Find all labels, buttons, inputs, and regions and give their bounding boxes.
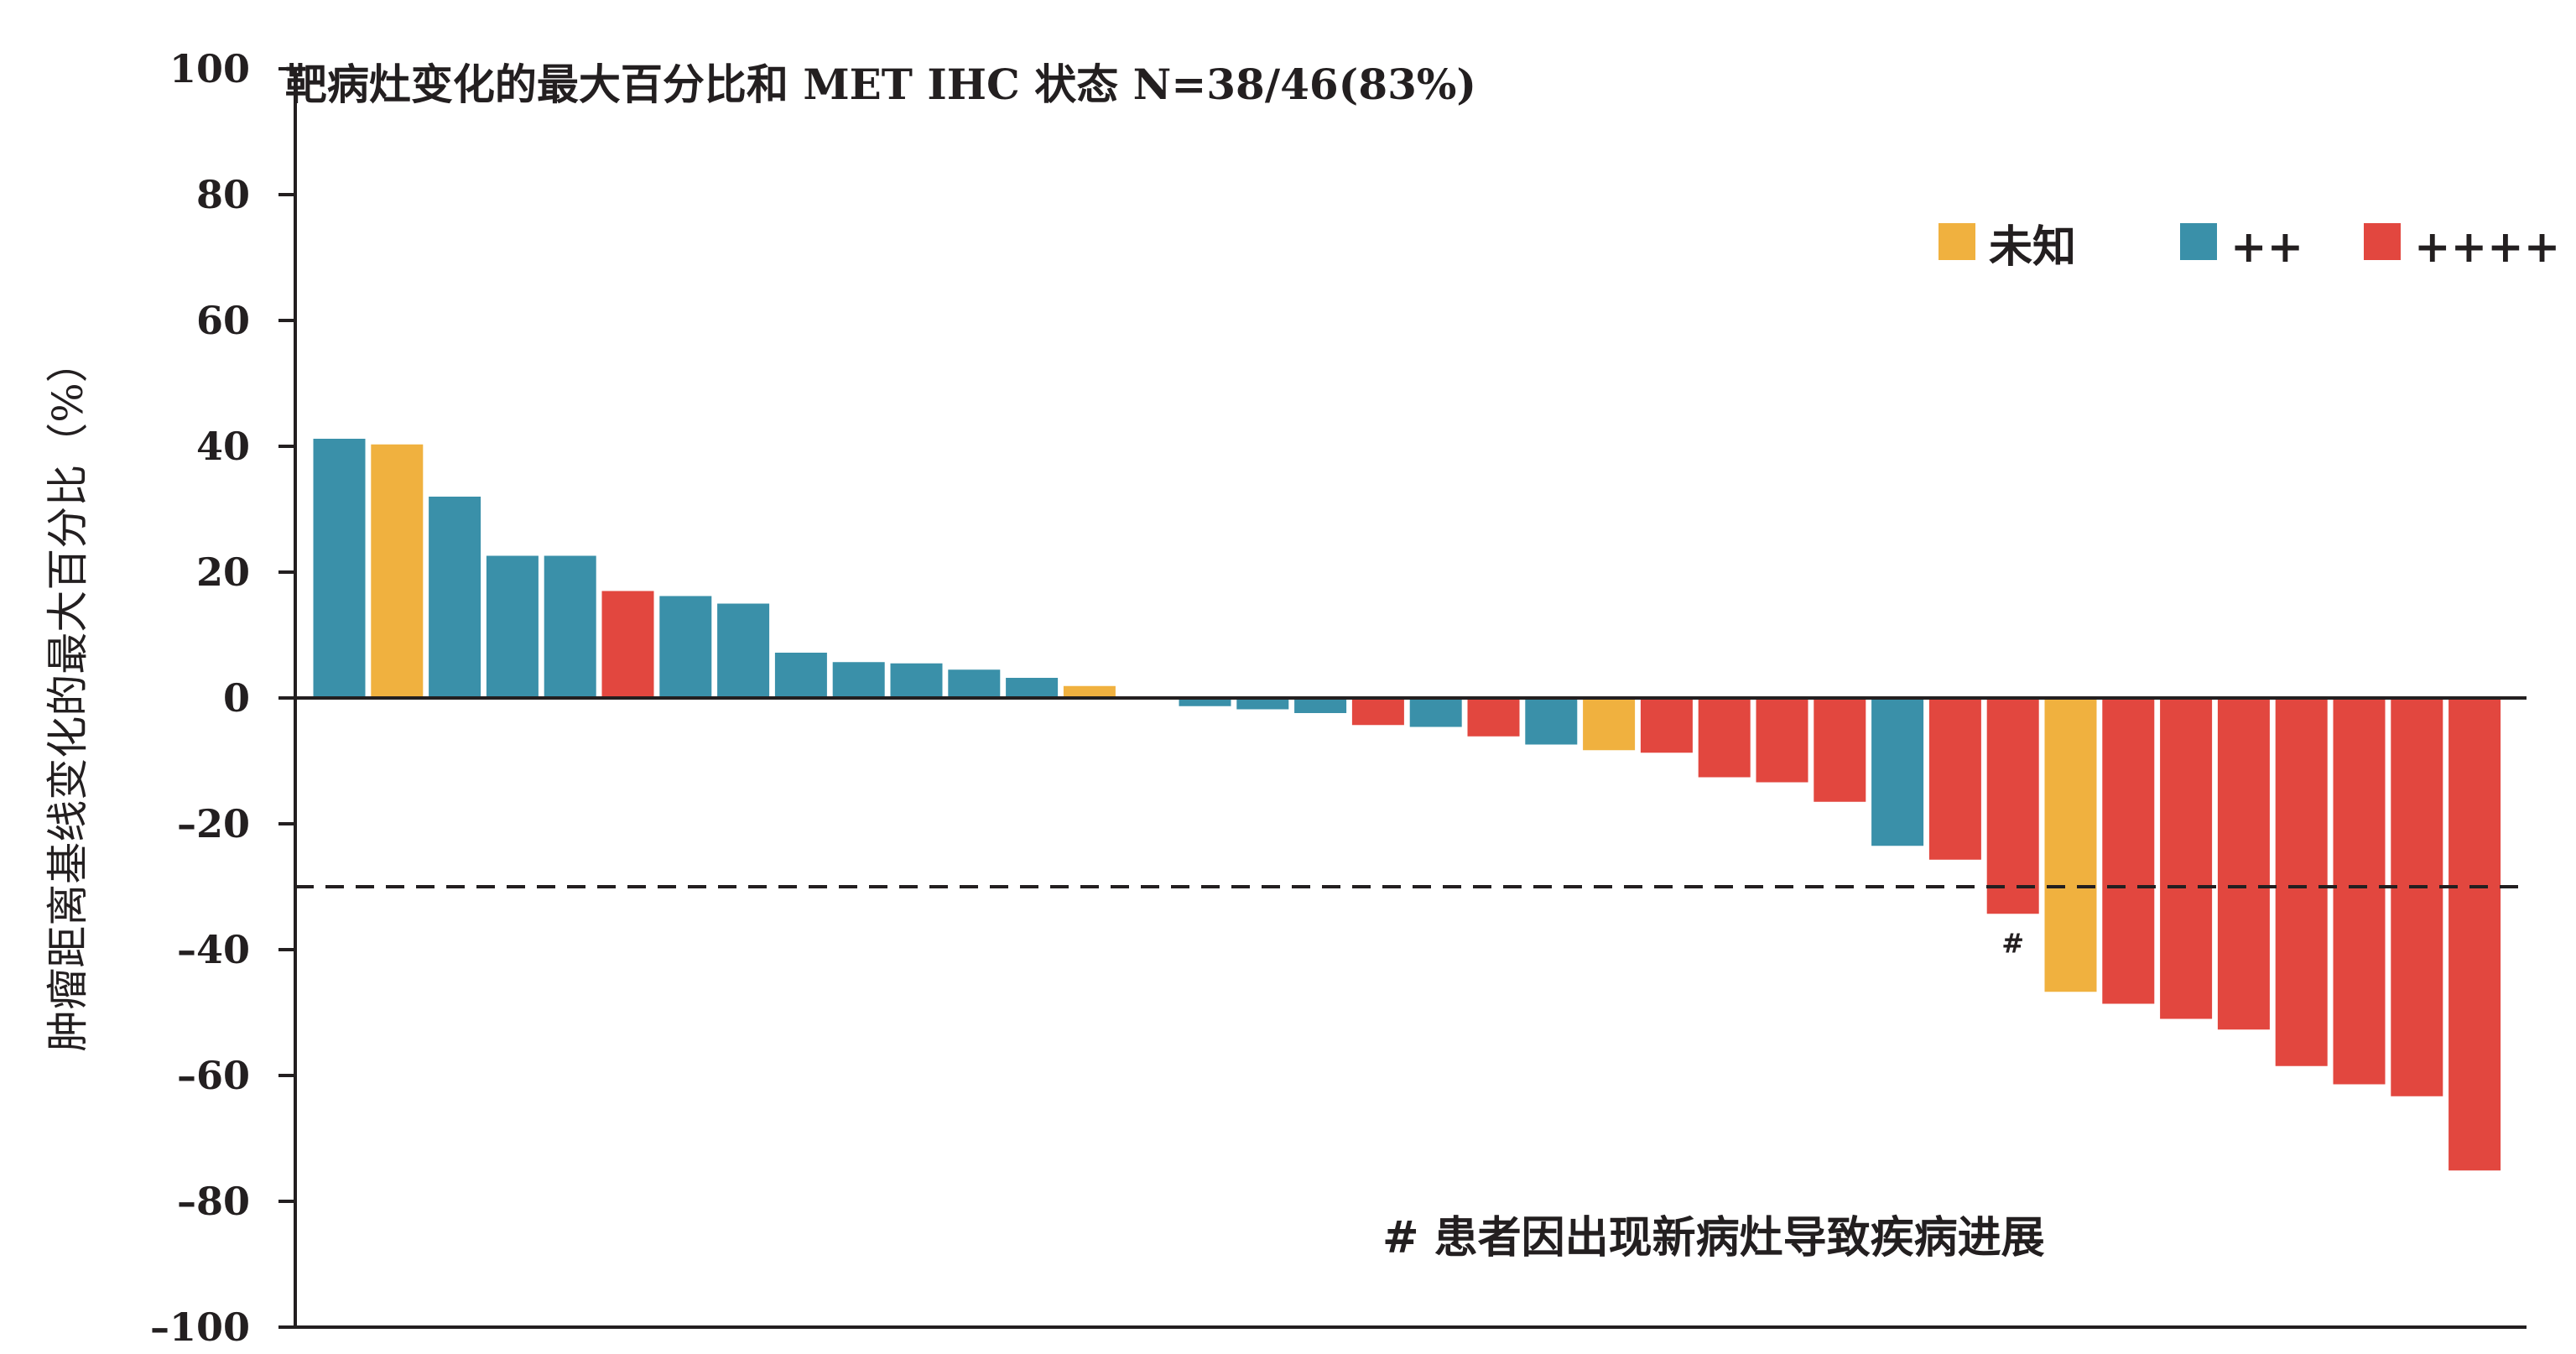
y-tick-label: 100 — [169, 46, 250, 91]
bar — [429, 497, 481, 698]
bar — [2391, 698, 2443, 1096]
bar — [1640, 698, 1693, 753]
y-tick-label: 0 — [223, 675, 250, 721]
bar — [1871, 698, 1924, 846]
bar — [659, 596, 712, 698]
bar — [1351, 698, 1404, 726]
bar — [1814, 698, 1866, 802]
bar — [486, 555, 539, 698]
bar — [1006, 678, 1059, 698]
chart-title: 靶病灶变化的最大百分比和 MET IHC 状态 N=38/46(83%) — [285, 60, 1476, 109]
legend: 未知 ++ ++++ — [1939, 221, 2560, 273]
y-tick-label: –100 — [150, 1305, 250, 1350]
y-tick-label: 20 — [196, 549, 250, 595]
bar — [1409, 698, 1462, 727]
bar — [1236, 698, 1289, 710]
bar — [371, 444, 424, 698]
bar — [2044, 698, 2097, 992]
bar — [1467, 698, 1520, 737]
bar — [2102, 698, 2155, 1004]
y-tick-label: –40 — [177, 927, 250, 972]
bar — [1179, 698, 1231, 706]
legend-swatch — [2180, 223, 2217, 260]
y-tick-label: 60 — [196, 298, 250, 343]
footnote: # 患者因出现新病灶导致疾病进展 — [1382, 1212, 2045, 1263]
y-tick-label: 80 — [196, 172, 250, 217]
bar — [2333, 698, 2386, 1085]
bar — [1063, 685, 1116, 698]
y-tick-label: 40 — [196, 424, 250, 469]
bar — [717, 603, 770, 698]
bar — [774, 653, 827, 698]
y-tick-label: –20 — [177, 801, 250, 846]
bar — [2275, 698, 2328, 1066]
bar — [2217, 698, 2270, 1030]
bar — [2160, 698, 2213, 1019]
bar — [1756, 698, 1808, 783]
bar — [1525, 698, 1578, 745]
bar — [1698, 698, 1751, 778]
legend-swatch — [2364, 223, 2401, 260]
bar — [1986, 698, 2039, 914]
legend-swatch — [1939, 223, 1975, 260]
bar — [1928, 698, 1981, 860]
bar — [948, 669, 1001, 698]
legend-label: ++++ — [2414, 221, 2560, 273]
legend-label: 未知 — [1989, 221, 2076, 273]
annotations-group: # — [2001, 927, 2024, 959]
y-ticks-group: 100 80 60 40 20 0 –20 –40 –60 –80 –100 — [150, 46, 295, 1350]
y-tick-label: –60 — [177, 1053, 250, 1098]
legend-label: ++ — [2230, 221, 2303, 273]
bar — [2449, 698, 2501, 1171]
bar — [832, 662, 885, 698]
y-tick-label: –80 — [177, 1179, 250, 1224]
bar — [601, 591, 654, 698]
y-axis-label: 肿瘤距离基线变化的最大百分比（%） — [44, 341, 92, 1052]
bars-group — [313, 439, 2501, 1171]
bar — [1294, 698, 1347, 713]
bar — [544, 555, 596, 698]
bar-annotation: # — [2001, 927, 2024, 959]
bar — [890, 663, 943, 698]
bar — [313, 439, 366, 698]
bar — [1583, 698, 1636, 751]
